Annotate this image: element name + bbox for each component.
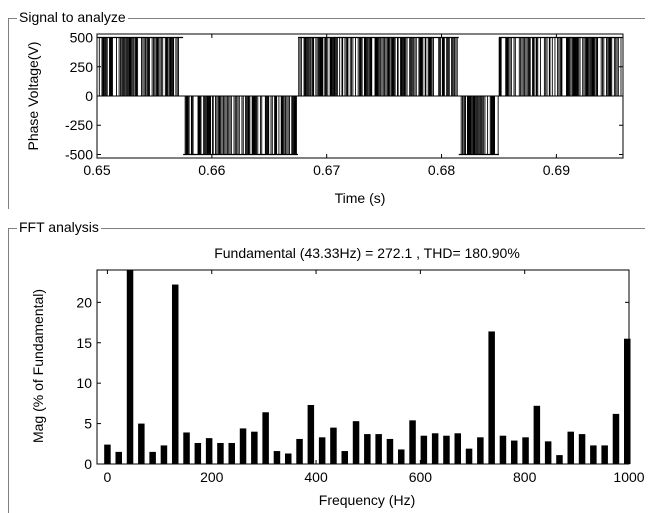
signal-y-tick-label: -500: [65, 146, 93, 162]
fft-bar: [624, 338, 631, 464]
fft-x-tick-label: 200: [200, 469, 224, 485]
signal-y-axis-label: Phase Voltage(V): [25, 42, 41, 151]
fft-y-axis-label: Mag (% of Fundamental): [30, 289, 46, 443]
fft-bar: [364, 434, 371, 464]
signal-x-tick-label: 0.68: [428, 162, 455, 178]
fft-bar: [420, 435, 428, 464]
fft-x-tick-label: 1000: [613, 469, 644, 485]
fft-bar: [352, 421, 360, 464]
fft-x-tick-label: 400: [304, 469, 328, 485]
signal-x-tick-label: 0.66: [198, 162, 225, 178]
fft-bar: [522, 437, 529, 464]
fft-bar: [533, 405, 541, 464]
fft-y-tick-label: 20: [76, 294, 92, 310]
fft-bar: [511, 440, 518, 464]
fft-bar: [183, 432, 190, 464]
fft-panel-frame: [8, 228, 645, 513]
signal-x-axis-label: Time (s): [335, 190, 386, 206]
fft-bar: [431, 433, 439, 464]
fft-bar: [454, 433, 462, 464]
fft-bar: [284, 453, 292, 464]
fft-bar: [488, 331, 495, 464]
fft-y-tick-label: 0: [84, 456, 92, 472]
fft-bar: [578, 434, 586, 464]
signal-y-tick-label: -250: [65, 117, 93, 133]
fft-bar: [330, 427, 337, 464]
fft-bar: [138, 423, 145, 464]
fft-bar: [251, 431, 258, 464]
fft-x-axis-label: Frequency (Hz): [319, 492, 415, 508]
fft-y-tick-label: 15: [76, 335, 92, 351]
fft-bar: [160, 445, 168, 464]
signal-x-tick-label: 0.67: [313, 162, 340, 178]
signal-y-tick-label: 0: [85, 88, 93, 104]
fft-x-tick-label: 0: [104, 469, 112, 485]
signal-panel-title: Signal to analyze: [17, 9, 128, 25]
fft-bar: [556, 455, 563, 464]
fft-bar: [465, 448, 473, 464]
fft-x-tick-label: 800: [513, 469, 537, 485]
fft-bar: [341, 451, 348, 464]
fft-bar: [296, 438, 303, 464]
fft-bar: [307, 404, 315, 464]
fft-y-tick-label: 10: [76, 375, 92, 391]
signal-x-tick-label: 0.69: [543, 162, 570, 178]
fft-bar: [409, 420, 416, 464]
fft-chart-title: Fundamental (43.33Hz) = 272.1 , THD= 180…: [214, 245, 520, 261]
fft-bar: [397, 449, 405, 464]
signal-y-tick-label: 250: [70, 59, 94, 75]
fft-bar: [115, 451, 122, 464]
signal-y-tick-label: 500: [70, 30, 94, 46]
fft-bar: [194, 442, 202, 464]
fft-x-tick-label: 600: [409, 469, 433, 485]
fft-bar: [386, 438, 394, 464]
fft-bar: [499, 435, 507, 464]
fft-bar: [262, 412, 269, 464]
fft-bar: [612, 413, 620, 464]
fft-bar: [126, 270, 134, 464]
fft-y-tick-label: 5: [84, 416, 92, 432]
signal-panel-frame: [8, 18, 645, 209]
fft-bar: [239, 428, 247, 464]
fft-bar: [273, 451, 281, 464]
signal-x-tick-label: 0.65: [83, 162, 110, 178]
fft-bar: [104, 444, 111, 464]
fft-bar: [477, 437, 484, 464]
fft-bar: [171, 284, 179, 464]
fft-bar: [375, 434, 382, 464]
fft-bar: [544, 441, 552, 464]
fft-panel-title: FFT analysis: [17, 219, 101, 235]
fft-plot-frame: [96, 269, 630, 465]
fft-bar: [567, 431, 575, 464]
fft-bar: [149, 451, 156, 464]
fft-bar: [443, 435, 450, 464]
fft-bar: [205, 438, 213, 464]
fft-bar: [217, 442, 224, 464]
fft-bar: [318, 437, 326, 464]
fft-bar: [601, 445, 608, 464]
fft-bar: [590, 445, 597, 464]
fft-bar: [228, 442, 235, 464]
